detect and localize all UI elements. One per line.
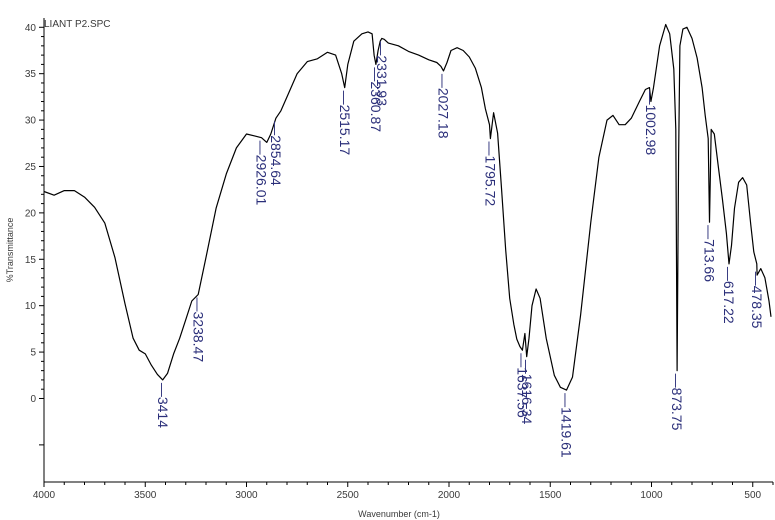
peak-label: —1002.98 [643, 91, 659, 156]
y-tick-label: 25 [25, 162, 37, 173]
x-axis-title: Wavenumber (cm-1) [358, 509, 440, 519]
peak-label: —1419.61 [559, 393, 575, 458]
peak-label: —1795.72 [482, 142, 498, 207]
x-tick-label: 1500 [539, 490, 562, 501]
y-axis-title: %Transmittance [5, 218, 15, 283]
x-tick-label: 2500 [337, 490, 360, 501]
peak-label: —478.35 [749, 272, 765, 329]
y-tick-label: 0 [30, 394, 36, 405]
peak-label: —3238.47 [190, 298, 206, 363]
chart-title: LIANT P2.SPC [44, 19, 111, 30]
y-tick-label: 15 [25, 255, 37, 266]
x-tick-label: 4000 [33, 490, 56, 501]
peak-label: —713.66 [702, 225, 718, 282]
y-axis-ticks: 0 5 10 15 20 25 30 35 40 [25, 23, 44, 446]
peak-label: —2926.01 [254, 141, 270, 206]
peak-labels: —3414 —3238.47 —2926.01—2854.64 —2515.17 —23… [155, 41, 765, 458]
peak-label: —3414 [155, 383, 171, 428]
y-tick-label: 20 [25, 208, 37, 219]
peak-label: —2027.18 [436, 74, 452, 139]
x-axis-ticks: 4000 3500 3000 2500 2000 1500 1000 500 [33, 482, 774, 501]
y-tick-label: 40 [25, 23, 37, 34]
peak-label: —617.22 [721, 267, 737, 324]
peak-label: —873.75 [669, 374, 685, 431]
x-tick-label: 500 [744, 490, 761, 501]
y-tick-label: 30 [25, 116, 37, 127]
x-tick-label: 1000 [640, 490, 663, 501]
peak-label: —2360.87 [368, 67, 384, 132]
x-tick-label: 2000 [438, 490, 461, 501]
peak-label: —2854.64 [268, 121, 284, 186]
axes [43, 18, 773, 483]
spectrum-line [43, 23, 772, 391]
x-tick-label: 3500 [134, 490, 157, 501]
peak-label: —2515.17 [337, 91, 353, 156]
peak-label: —1637.56 [514, 353, 530, 418]
y-tick-label: 10 [25, 301, 37, 312]
x-tick-label: 3000 [235, 490, 258, 501]
y-tick-label: 35 [25, 69, 37, 80]
peak-label: —1616.34 [519, 360, 535, 425]
peak-label: —2331.93 [374, 41, 390, 106]
y-tick-label: 5 [30, 348, 36, 359]
